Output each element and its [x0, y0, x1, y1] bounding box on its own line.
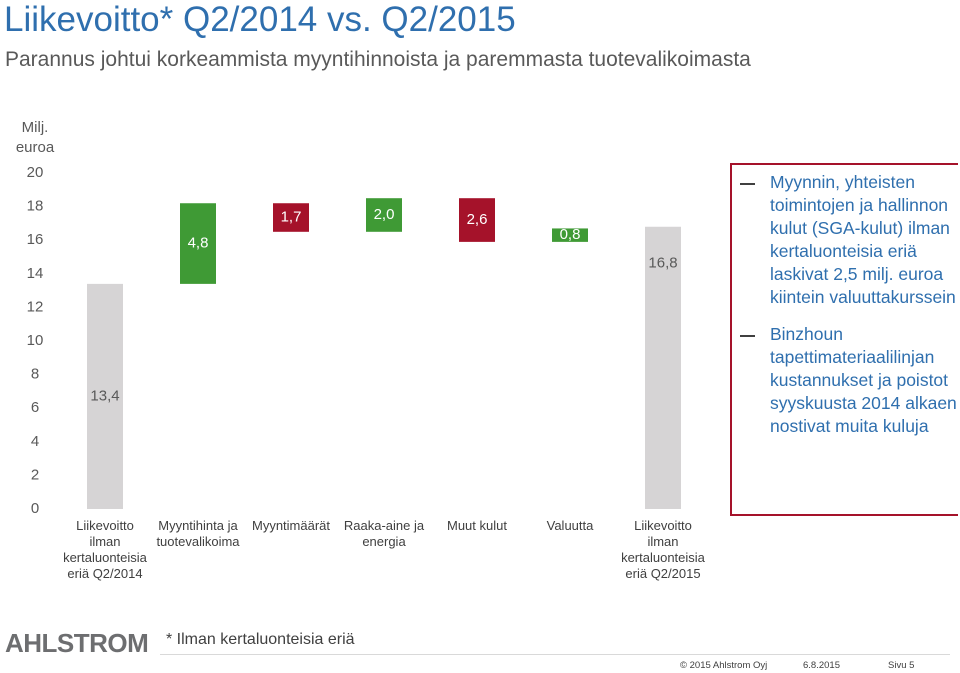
bar [459, 198, 495, 242]
y-tick-label: 12 [27, 298, 44, 315]
y-tick-label: 20 [27, 164, 44, 181]
x-tick-label: Myyntihinta ja tuotevalikoima [156, 518, 240, 549]
copyright: © 2015 Ahlstrom Oyj [680, 660, 768, 671]
x-tick-label: Liikevoitto ilman kertaluonteisia eriä Q… [621, 518, 705, 581]
value-label: 2,6 [467, 211, 488, 228]
y-tick-label: 18 [27, 198, 44, 215]
y-tick-label: 6 [31, 399, 39, 416]
y-tick-label: 16 [27, 231, 44, 248]
subtitle: Parannus johtui korkeammista myyntihinno… [5, 48, 751, 71]
notes-box: Myynnin, yhteisten toimintojen ja hallin… [730, 163, 958, 516]
bar [273, 203, 309, 232]
x-tick-label: Muut kulut [447, 518, 507, 533]
logo: AHLSTROM [5, 628, 149, 658]
value-label: 4,8 [188, 235, 209, 252]
footnote: * Ilman kertaluonteisia eriä [166, 631, 355, 648]
date: 6.8.2015 [803, 660, 840, 671]
bar [366, 198, 402, 232]
y-tick-label: 8 [31, 366, 39, 383]
x-tick-label: Valuutta [546, 518, 594, 533]
x-tick-label: Liikevoitto ilman kertaluonteisia eriä Q… [63, 518, 147, 581]
value-label: 2,0 [374, 206, 395, 223]
value-label: 13,4 [90, 387, 119, 404]
chart: 0 2 4 6 8 10 12 14 16 18 20 13,4 4,8 1,7 2,0 2,6 0,8 16,8 [27, 164, 681, 517]
value-label: 0,8 [560, 226, 581, 243]
x-tick-label: Raaka-aine ja energia [343, 518, 425, 549]
bullet: Binzhoun tapettimateriaalilinjan kustann… [732, 323, 958, 438]
x-tick-label: Myyntimäärät [251, 518, 331, 533]
y-tick-label: 0 [31, 500, 39, 517]
y-tick-label: 14 [27, 265, 44, 282]
y-axis-label: Milj. euroa [15, 119, 55, 156]
page-number: Sivu 5 [888, 660, 915, 671]
footer-line [160, 654, 950, 655]
y-tick-label: 2 [31, 466, 39, 483]
y-tick-label: 4 [31, 433, 39, 450]
bar [180, 203, 216, 284]
bullet: Myynnin, yhteisten toimintojen ja hallin… [732, 171, 958, 309]
title: Liikevoitto* Q2/2014 vs. Q2/2015 [4, 0, 516, 39]
y-tick-label: 10 [27, 332, 44, 349]
value-label: 1,7 [281, 208, 302, 225]
value-label: 16,8 [648, 255, 677, 272]
bar [552, 228, 588, 242]
bar [87, 283, 123, 509]
bar [645, 226, 681, 509]
